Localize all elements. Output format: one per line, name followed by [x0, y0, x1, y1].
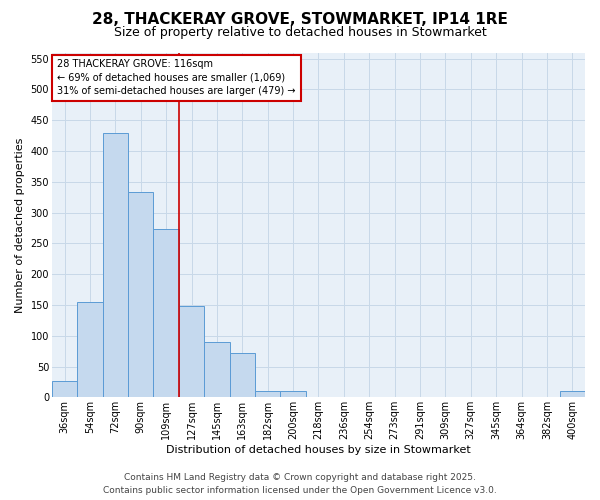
- Bar: [154, 229, 179, 398]
- Bar: [128, 192, 154, 398]
- Bar: [204, 342, 230, 398]
- X-axis label: Distribution of detached houses by size in Stowmarket: Distribution of detached houses by size …: [166, 445, 471, 455]
- Text: 28 THACKERAY GROVE: 116sqm
← 69% of detached houses are smaller (1,069)
31% of s: 28 THACKERAY GROVE: 116sqm ← 69% of deta…: [57, 60, 296, 96]
- Bar: [255, 391, 280, 398]
- Bar: [280, 391, 306, 398]
- Text: Size of property relative to detached houses in Stowmarket: Size of property relative to detached ho…: [113, 26, 487, 39]
- Bar: [179, 306, 204, 398]
- Bar: [230, 353, 255, 398]
- Text: 28, THACKERAY GROVE, STOWMARKET, IP14 1RE: 28, THACKERAY GROVE, STOWMARKET, IP14 1R…: [92, 12, 508, 28]
- Y-axis label: Number of detached properties: Number of detached properties: [15, 137, 25, 312]
- Bar: [77, 302, 103, 398]
- Bar: [103, 132, 128, 398]
- Bar: [52, 380, 77, 398]
- Bar: [560, 391, 585, 398]
- Text: Contains HM Land Registry data © Crown copyright and database right 2025.
Contai: Contains HM Land Registry data © Crown c…: [103, 474, 497, 495]
